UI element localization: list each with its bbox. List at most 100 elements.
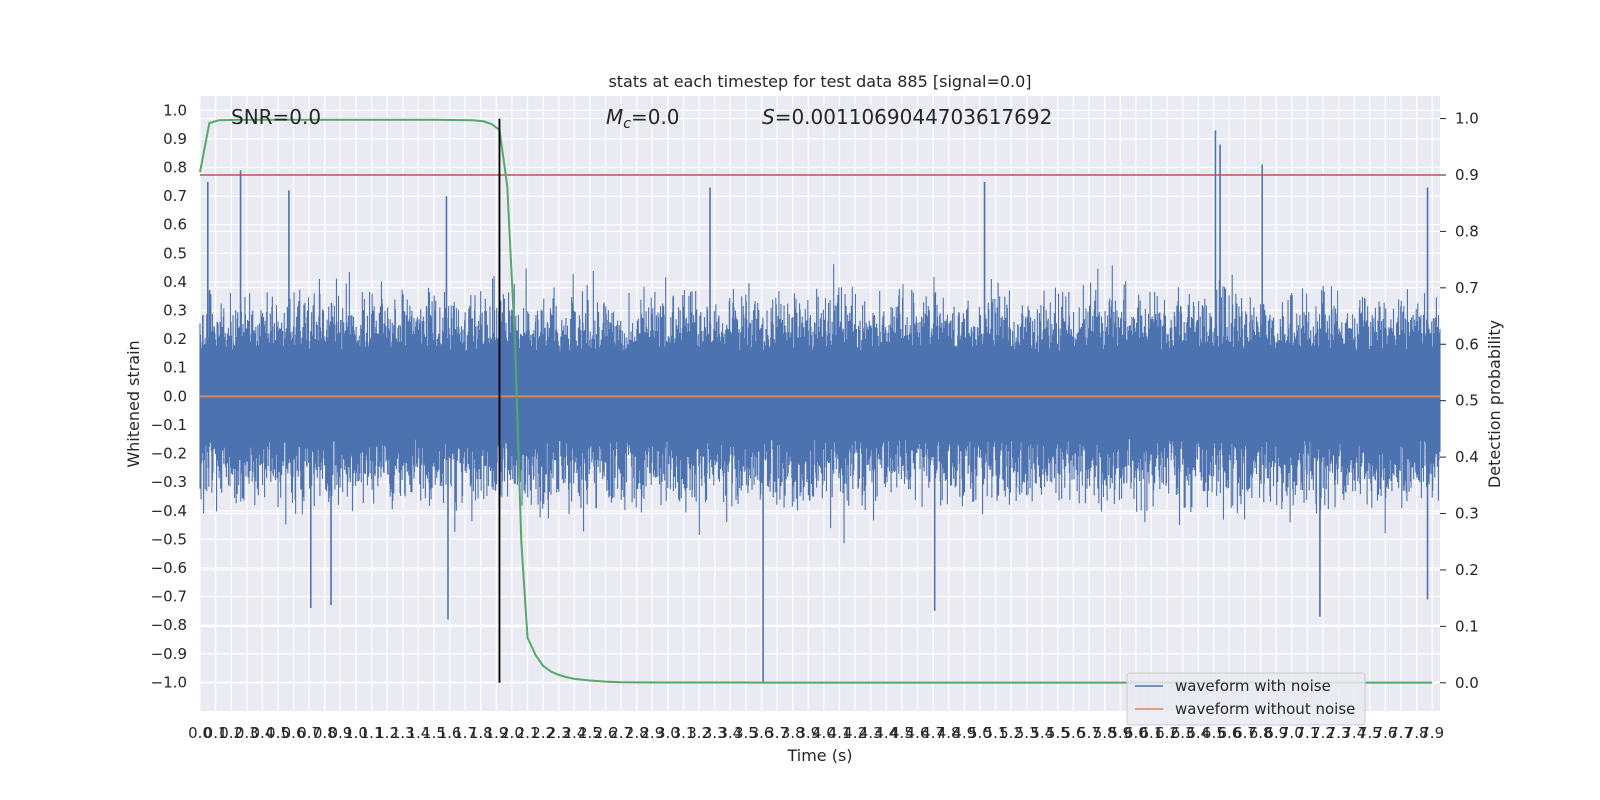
x-tick-label: 1.4	[406, 724, 430, 742]
x-tick-labels: 0.00.10.20.30.40.50.60.70.80.91.01.11.21…	[188, 724, 1444, 742]
annotation-mc-value: =0.0	[631, 105, 680, 129]
y-right-tick-labels: 0.0 0.1 0.2 0.3 0.4 0.5 0.6 0.7 0.8 0.9 1.0	[1440, 110, 1479, 692]
y-left-tick-label: −0.9	[151, 645, 187, 663]
y-right-tick-label: 0.2	[1455, 561, 1479, 579]
x-tick-label: 1.9	[484, 724, 508, 742]
x-tick-label: 7.7	[1389, 724, 1413, 742]
x-tick-label: 7.6	[1373, 724, 1397, 742]
x-tick-label: 3.4	[718, 724, 742, 742]
x-tick-label: 6.4	[1186, 724, 1210, 742]
y-right-tick-label: 0.5	[1455, 392, 1479, 410]
x-tick-label: 6.2	[1155, 724, 1179, 742]
x-tick-label: 4.8	[937, 724, 961, 742]
y-left-tick-label: −1.0	[151, 673, 187, 691]
x-tick-label: 3.9	[796, 724, 820, 742]
x-tick-label: 7.2	[1311, 724, 1335, 742]
y-left-tick-label: −0.5	[151, 530, 187, 548]
x-tick-label: 5.5	[1046, 724, 1070, 742]
x-tick-label: 3.0	[656, 724, 680, 742]
y-left-tick-label: −0.7	[151, 588, 187, 606]
legend-label-waveform-without-noise: waveform without noise	[1175, 700, 1355, 718]
y-left-tick-label: −0.1	[151, 416, 187, 434]
x-tick-label: 0.9	[328, 724, 352, 742]
x-tick-label: 1.0	[344, 724, 368, 742]
x-tick-label: 1.1	[360, 724, 384, 742]
x-tick-label: 6.9	[1264, 724, 1288, 742]
x-tick-label: 1.8	[469, 724, 493, 742]
x-tick-label: 1.3	[391, 724, 415, 742]
x-tick-label: 3.6	[750, 724, 774, 742]
y-right-tick-label: 0.9	[1455, 166, 1479, 184]
y-right-tick-label: 0.0	[1455, 674, 1479, 692]
y-left-tick-label: 0.9	[163, 130, 187, 148]
y-left-tick-label: 0.0	[163, 387, 187, 405]
x-tick-label: 4.7	[921, 724, 945, 742]
x-tick-label: 6.5	[1202, 724, 1226, 742]
x-tick-label: 4.0	[812, 724, 836, 742]
annotation-s-value: =0.0011069044703617692	[775, 105, 1053, 129]
annotation-snr: SNR=0.0	[231, 105, 321, 129]
y-left-tick-label: 0.8	[163, 159, 187, 177]
x-tick-label: 0.4	[250, 724, 274, 742]
x-tick-label: 5.7	[1077, 724, 1101, 742]
annotation-mc: Mc=0.0	[606, 105, 680, 132]
y-left-tick-label: 0.1	[163, 359, 187, 377]
y-right-tick-label: 0.8	[1455, 222, 1479, 240]
y-left-tick-label: 0.3	[163, 302, 187, 320]
x-tick-label: 3.1	[672, 724, 696, 742]
x-tick-label: 3.2	[687, 724, 711, 742]
annotation-s: S=0.0011069044703617692	[762, 105, 1052, 129]
y-right-axis-label: Detection probability	[1485, 320, 1504, 488]
x-tick-label: 1.2	[375, 724, 399, 742]
x-tick-label: 4.5	[890, 724, 914, 742]
y-left-tick-label: 0.5	[163, 244, 187, 262]
y-left-tick-label: −0.6	[151, 559, 187, 577]
annotation-s-symbol: S	[762, 105, 775, 129]
x-tick-label: 6.6	[1218, 724, 1242, 742]
y-left-tick-label: 0.7	[163, 187, 187, 205]
y-right-tick-label: 0.7	[1455, 279, 1479, 297]
x-tick-label: 2.7	[609, 724, 633, 742]
chart-title: stats at each timestep for test data 885…	[608, 72, 1031, 91]
x-tick-label: 2.6	[594, 724, 618, 742]
legend-label-waveform-with-noise: waveform with noise	[1175, 677, 1331, 695]
x-tick-label: 7.8	[1405, 724, 1429, 742]
x-tick-label: 0.6	[282, 724, 306, 742]
x-tick-label: 1.5	[422, 724, 446, 742]
x-tick-label: 4.3	[859, 724, 883, 742]
legend: waveform with noise waveform without noi…	[1126, 672, 1366, 726]
y-left-tick-labels: −1.0 −0.9 −0.8 −0.7 −0.6 −0.5 −0.4 −0.3 −0.2 −0.1…	[151, 101, 187, 691]
x-tick-label: 5.2	[999, 724, 1023, 742]
x-tick-label: 0.5	[266, 724, 290, 742]
y-left-axis-label: Whitened strain	[124, 340, 143, 467]
y-left-tick-label: −0.3	[151, 473, 187, 491]
x-tick-label: 6.0	[1124, 724, 1148, 742]
x-tick-label: 3.3	[703, 724, 727, 742]
x-tick-label: 6.3	[1171, 724, 1195, 742]
x-tick-label: 7.3	[1327, 724, 1351, 742]
x-tick-label: 0.8	[313, 724, 337, 742]
x-tick-label: 2.5	[578, 724, 602, 742]
x-tick-label: 6.7	[1233, 724, 1257, 742]
x-tick-label: 2.4	[562, 724, 586, 742]
x-tick-label: 2.0	[500, 724, 524, 742]
x-tick-label: 7.0	[1280, 724, 1304, 742]
y-left-tick-label: −0.8	[151, 616, 187, 634]
x-tick-label: 4.4	[874, 724, 898, 742]
x-axis-label: Time (s)	[786, 746, 852, 765]
x-tick-label: 7.1	[1295, 724, 1319, 742]
annotation-mc-symbol: M	[606, 105, 623, 129]
x-tick-label: 3.7	[765, 724, 789, 742]
legend-box	[1126, 672, 1366, 726]
x-tick-label: 7.5	[1358, 724, 1382, 742]
y-left-tick-label: −0.2	[151, 445, 187, 463]
x-tick-label: 0.0	[188, 724, 212, 742]
x-tick-label: 5.3	[1015, 724, 1039, 742]
x-tick-label: 3.5	[734, 724, 758, 742]
x-tick-label: 5.1	[984, 724, 1008, 742]
y-right-tick-label: 0.6	[1455, 335, 1479, 353]
x-tick-label: 0.2	[219, 724, 243, 742]
x-tick-label: 6.1	[1140, 724, 1164, 742]
detection-probability-line	[199, 118, 1433, 684]
x-tick-label: 4.9	[952, 724, 976, 742]
